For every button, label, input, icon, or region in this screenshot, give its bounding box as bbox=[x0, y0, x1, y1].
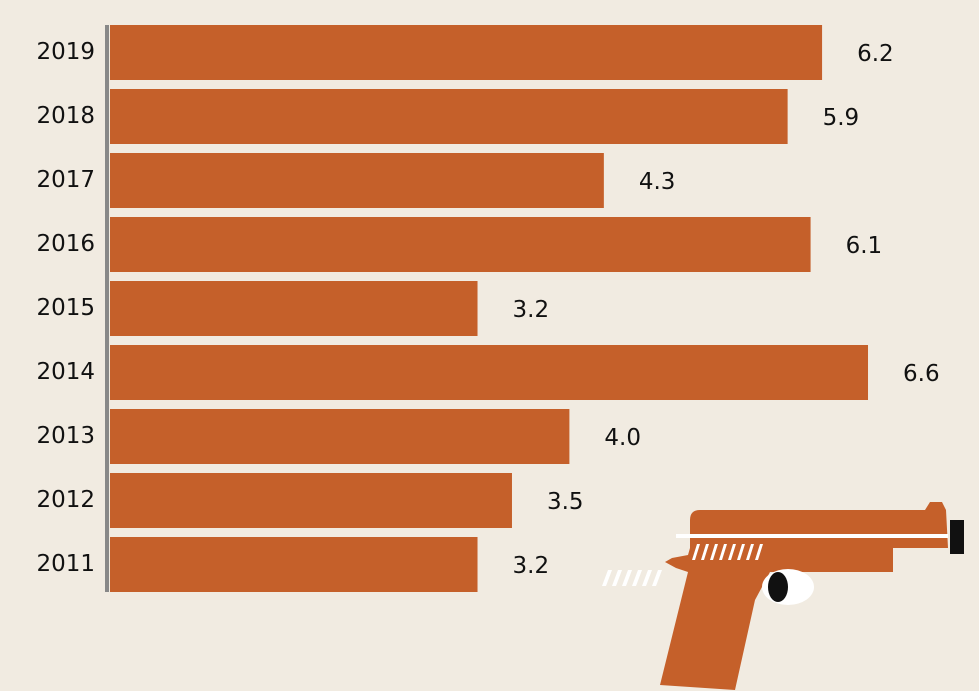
y-tick-label: 2011 bbox=[36, 551, 95, 577]
bar bbox=[110, 345, 869, 400]
bar bbox=[110, 89, 788, 144]
y-tick-label: 2017 bbox=[36, 167, 95, 193]
value-label: 4.3 bbox=[639, 169, 676, 195]
bar bbox=[110, 281, 478, 336]
bar bbox=[110, 537, 478, 592]
bar bbox=[110, 409, 570, 464]
motion-lines bbox=[602, 570, 662, 586]
y-tick-label: 2018 bbox=[36, 103, 95, 129]
value-label: 6.1 bbox=[846, 233, 883, 259]
value-label: 4.0 bbox=[604, 425, 641, 451]
y-tick-label: 2012 bbox=[36, 487, 95, 513]
bar bbox=[110, 25, 823, 80]
y-tick-label: 2019 bbox=[36, 39, 95, 65]
y-tick-label: 2013 bbox=[36, 423, 95, 449]
y-tick-label: 2016 bbox=[36, 231, 95, 257]
value-label: 3.2 bbox=[513, 297, 550, 323]
bar bbox=[110, 217, 811, 272]
value-label: 3.5 bbox=[547, 489, 584, 515]
value-label: 6.6 bbox=[903, 361, 940, 387]
value-label: 5.9 bbox=[823, 105, 860, 131]
y-tick-label: 2014 bbox=[36, 359, 95, 385]
value-label: 3.2 bbox=[513, 553, 550, 579]
bar bbox=[110, 473, 512, 528]
y-tick-label: 2015 bbox=[36, 295, 95, 321]
bar bbox=[110, 153, 604, 208]
pistol-illustration bbox=[602, 502, 964, 690]
value-label: 6.2 bbox=[857, 41, 894, 67]
